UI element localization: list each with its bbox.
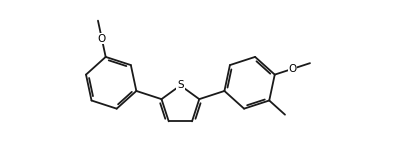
Text: O: O <box>98 34 106 44</box>
Text: O: O <box>288 64 297 74</box>
Text: S: S <box>177 80 184 90</box>
